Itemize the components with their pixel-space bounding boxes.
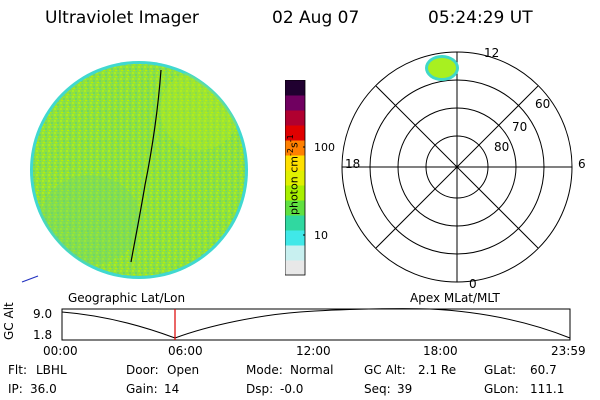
mlat-label-70: 70	[512, 120, 528, 134]
polar-aurora-blob	[425, 55, 459, 81]
auroral-image-panel	[21, 61, 248, 283]
glat-value: 60.7	[530, 363, 557, 377]
colorbar-tick-100: 100	[314, 141, 335, 154]
colorbar-band	[285, 80, 305, 96]
x-tick-0000: 00:00	[43, 344, 78, 358]
instrument-title: Ultraviolet Imager	[45, 8, 199, 28]
glat-label: GLat:	[484, 363, 517, 377]
colorbar-band	[285, 185, 305, 201]
colorbar-band	[285, 245, 305, 261]
y-tick-high: 9.0	[33, 307, 53, 321]
x-tick-0600: 06:00	[168, 344, 203, 358]
mlt-label-6: 6	[578, 157, 586, 171]
mlt-label-0: 0	[469, 277, 477, 291]
colorbar-band	[285, 110, 305, 126]
colorbar-band	[285, 260, 305, 276]
glon-value: 111.1	[530, 382, 565, 396]
altitude-curve	[61, 308, 571, 339]
colorbar-band	[285, 200, 305, 216]
date-label: 02 Aug 07	[272, 8, 360, 28]
apex-label: Apex MLat/MLT	[410, 291, 500, 305]
colorbar-band	[285, 140, 305, 156]
colorbar-unit-label: photon cm-2s-1	[286, 134, 301, 215]
x-tick-1200: 12:00	[296, 344, 331, 358]
colorbar-band	[285, 155, 305, 171]
mode-label: Mode:	[246, 363, 283, 377]
x-tick-1800: 18:00	[423, 344, 458, 358]
colorbar-band	[285, 230, 305, 246]
colorbar-band	[285, 215, 305, 231]
colorbar-band	[285, 170, 305, 186]
altitude-plot	[61, 308, 571, 341]
door-label: Door:	[126, 363, 159, 377]
gain-value: 14	[164, 382, 180, 396]
polar-grid	[341, 51, 573, 283]
gc-alt-axis-label: GC Alt	[2, 302, 16, 340]
mlt-label-12: 12	[484, 46, 500, 60]
ip-value: 36.0	[30, 382, 57, 396]
gcalt-label: GC Alt:	[364, 363, 406, 377]
y-tick-low: 1.8	[33, 328, 53, 342]
filter-value: LBHL	[36, 363, 67, 377]
mlat-label-80: 80	[494, 140, 510, 154]
scale-mark	[21, 275, 39, 283]
time-label: 05:24:29 UT	[428, 8, 533, 28]
seq-label: Seq:	[364, 382, 391, 396]
earth-disk	[30, 61, 248, 279]
dsp-value: -0.0	[280, 382, 304, 396]
gcalt-value: 2.1 Re	[418, 363, 457, 377]
mlat-label-60: 60	[535, 97, 551, 111]
door-value: Open	[167, 363, 200, 377]
mode-value: Normal	[290, 363, 334, 377]
geographic-label: Geographic Lat/Lon	[68, 291, 186, 305]
colorbar-band	[285, 95, 305, 111]
colorbar-tick-10: 10	[314, 229, 328, 242]
gain-label: Gain:	[126, 382, 158, 396]
glon-label: GLon:	[484, 382, 519, 396]
terminator-line	[130, 69, 162, 263]
seq-value: 39	[397, 382, 413, 396]
colorbar-band	[285, 125, 305, 141]
colorbar	[285, 80, 306, 276]
x-tick-2359: 23:59	[551, 344, 586, 358]
filter-label: Flt:	[8, 363, 27, 377]
dsp-label: Dsp:	[246, 382, 274, 396]
mlt-label-18: 18	[345, 157, 361, 171]
ip-label: IP:	[8, 382, 23, 396]
